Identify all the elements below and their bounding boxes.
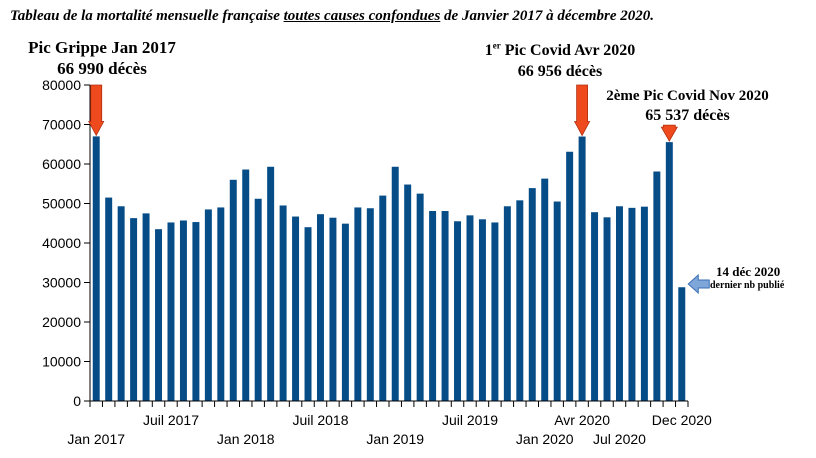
bar [516, 200, 524, 401]
bar [105, 197, 113, 401]
annotation-last-date: 14 déc 2020 [716, 264, 781, 279]
y-tick-label: 70000 [42, 117, 81, 133]
bar [192, 222, 200, 401]
bar [491, 222, 499, 401]
y-tick-label: 60000 [42, 156, 81, 172]
x-tick-label: Jan 2017 [67, 431, 125, 447]
bar [678, 287, 686, 401]
bar [130, 218, 138, 401]
last-value-arrow-icon [687, 273, 710, 295]
peak-arrow-icon [660, 124, 679, 142]
bar [615, 206, 623, 401]
y-axis: 0 10000 20000 30000 40000 50000 60000 70000 8000… [42, 77, 91, 409]
bar [254, 198, 262, 401]
bar [279, 205, 287, 401]
bar [242, 169, 250, 401]
y-tick-label: 20000 [42, 314, 81, 330]
bar [503, 206, 511, 401]
bar [454, 221, 462, 401]
bar [167, 222, 175, 401]
annotation-flu-peak-count: 66 990 décès [57, 59, 147, 78]
y-tick-label: 80000 [42, 77, 81, 93]
annotation-covid1-peak-title: 1er Pic Covid Avr 2020 [484, 40, 636, 59]
bar [404, 184, 412, 401]
bar [466, 215, 474, 401]
bar [478, 219, 486, 401]
bar [628, 207, 636, 401]
bar [665, 142, 673, 401]
bar [179, 220, 187, 401]
annotation-flu-peak: Pic Grippe Jan 2017 66 990 décès [12, 37, 192, 79]
bar [528, 188, 536, 401]
x-tick-label: Avr 2020 [554, 412, 610, 428]
bar [341, 223, 349, 401]
y-tick-label: 0 [73, 393, 81, 409]
annotation-last-published: 14 déc 2020 dernier nb publié [710, 265, 815, 293]
bar [640, 206, 648, 401]
bar [379, 195, 387, 401]
bar [366, 208, 374, 401]
bar [653, 171, 661, 401]
bar [578, 136, 586, 401]
bar [217, 207, 225, 401]
bar [441, 211, 449, 401]
annotation-last-note: dernier nb publié [710, 280, 785, 291]
x-tick-label: Dec 2020 [652, 412, 712, 428]
bar [117, 206, 125, 401]
bars-group [92, 136, 686, 401]
bar [329, 217, 337, 401]
annotation-flu-peak-title: Pic Grippe Jan 2017 [28, 38, 176, 57]
bar [416, 193, 424, 401]
peak-arrows [88, 84, 710, 295]
bar [292, 216, 300, 401]
peak-arrow-icon [88, 84, 105, 137]
y-tick-label: 50000 [42, 196, 81, 212]
bar [142, 213, 150, 401]
annotation-covid1-peak: 1er Pic Covid Avr 2020 66 956 décès [460, 40, 660, 82]
bar [267, 166, 275, 401]
y-tick-label: 10000 [42, 354, 81, 370]
bar [429, 211, 437, 401]
bar [92, 136, 100, 401]
annotation-covid2-peak-title: 2ème Pic Covid Nov 2020 [606, 88, 769, 104]
annotation-covid1-peak-count: 66 956 décès [517, 63, 603, 80]
bar [566, 151, 574, 401]
y-tick-label: 30000 [42, 275, 81, 291]
bar [204, 209, 212, 401]
bar [316, 214, 324, 401]
bar [304, 227, 312, 401]
x-tick-label: Juil 2017 [143, 412, 199, 428]
x-tick-label: Jul 2020 [593, 431, 646, 447]
bar [155, 229, 163, 401]
bar [603, 217, 611, 401]
peak-arrow-icon [573, 84, 591, 137]
bar [354, 207, 362, 401]
bar [229, 179, 237, 401]
x-tick-label: Juil 2019 [442, 412, 498, 428]
annotation-covid2-peak: 2ème Pic Covid Nov 2020 65 537 décès [595, 86, 780, 126]
bar [541, 178, 549, 401]
annotation-covid2-peak-count: 65 537 décès [645, 107, 730, 124]
bar [391, 166, 399, 401]
x-tick-label: Jan 2020 [516, 431, 574, 447]
x-axis: Jan 2017 Juil 2017 Jan 2018 Juil 2018 Jan 20… [67, 400, 712, 447]
x-tick-label: Jan 2018 [217, 431, 275, 447]
bar [591, 212, 599, 401]
y-tick-label: 40000 [42, 235, 81, 251]
x-tick-label: Jan 2019 [366, 431, 424, 447]
chart-title: Tableau de la mortalité mensuelle frança… [10, 8, 655, 24]
bar [553, 201, 561, 401]
x-tick-label: Juil 2018 [292, 412, 348, 428]
